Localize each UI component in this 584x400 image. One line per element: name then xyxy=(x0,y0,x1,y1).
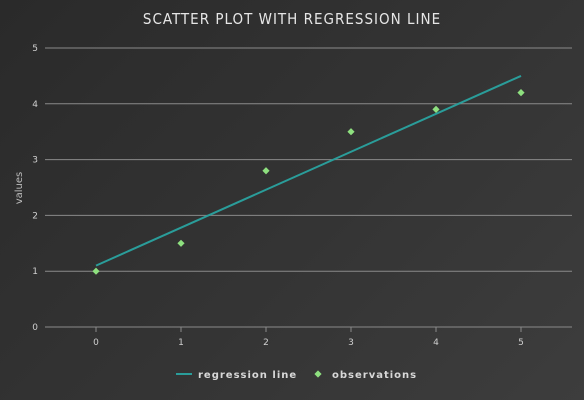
x-tick-label: 5 xyxy=(518,338,524,348)
observation-point xyxy=(92,267,100,275)
y-tick-label: 1 xyxy=(32,267,38,277)
series-layer xyxy=(92,74,525,275)
grid xyxy=(45,47,572,328)
x-tick-label: 2 xyxy=(263,338,269,348)
legend-diamond-swatch xyxy=(314,370,322,378)
y-tick-label: 2 xyxy=(32,211,38,221)
observation-point xyxy=(177,239,185,247)
y-tick-label: 3 xyxy=(32,156,38,166)
x-tick-label: 0 xyxy=(93,338,99,348)
y-axis-ticks: 0 1 2 3 4 5 xyxy=(32,44,38,333)
observation-point xyxy=(347,128,355,136)
legend-item-regression-line[interactable]: regression line xyxy=(176,370,297,381)
x-axis-ticks: 0 1 2 3 4 5 xyxy=(93,327,524,348)
x-tick-label: 1 xyxy=(178,338,184,348)
y-tick-label: 0 xyxy=(32,323,38,333)
x-tick-label: 3 xyxy=(348,338,354,348)
observation-point xyxy=(262,167,270,175)
regression-line xyxy=(95,74,522,267)
y-tick-label: 5 xyxy=(32,44,38,54)
observation-point xyxy=(432,105,440,113)
observation-point xyxy=(517,89,525,97)
y-axis-label: values xyxy=(14,172,25,205)
legend[interactable]: regression line observations xyxy=(176,370,417,381)
y-tick-label: 4 xyxy=(32,100,38,110)
x-tick-label: 4 xyxy=(433,338,439,348)
legend-item-observations[interactable]: observations xyxy=(314,370,417,381)
legend-label: regression line xyxy=(198,370,297,381)
chart-title: SCATTER PLOT WITH REGRESSION LINE xyxy=(143,10,441,28)
legend-label: observations xyxy=(332,370,417,381)
